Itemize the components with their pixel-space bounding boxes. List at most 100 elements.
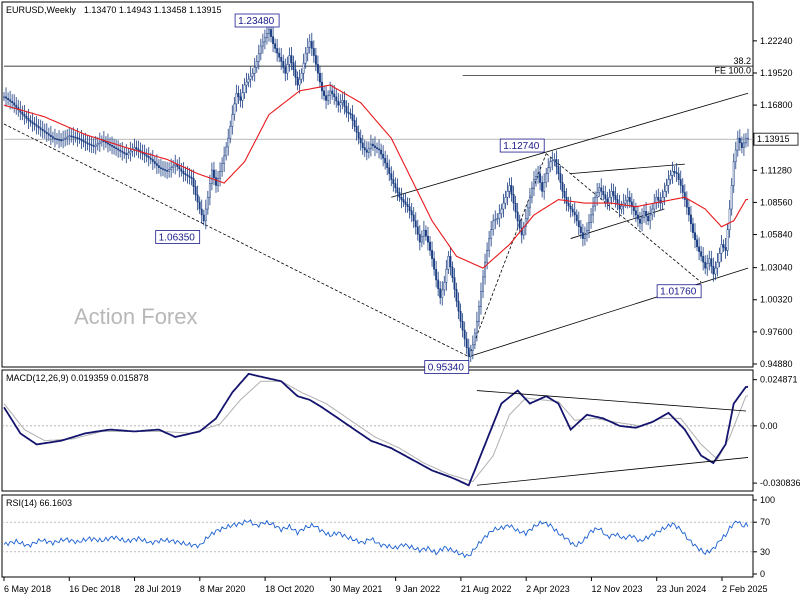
price-body bbox=[630, 201, 633, 207]
price-body bbox=[687, 207, 690, 216]
macd-title: MACD(12,26,9) 0.019359 0.015878 bbox=[6, 373, 149, 383]
price-body bbox=[172, 165, 175, 168]
price-body bbox=[569, 205, 572, 210]
price-body bbox=[692, 223, 694, 233]
price-body bbox=[530, 188, 533, 198]
price-body bbox=[357, 132, 360, 139]
price-body bbox=[259, 45, 262, 54]
price-body bbox=[147, 156, 150, 159]
price-body bbox=[592, 205, 595, 216]
price-body bbox=[125, 153, 128, 155]
price-body bbox=[365, 149, 368, 153]
price-body bbox=[732, 161, 735, 186]
price-tick-label: 1.03040 bbox=[760, 263, 793, 273]
price-body bbox=[469, 350, 472, 357]
price-body bbox=[453, 277, 456, 290]
price-body bbox=[498, 213, 501, 219]
price-body bbox=[72, 136, 75, 138]
price-body bbox=[304, 52, 307, 64]
trend-line bbox=[3, 123, 469, 358]
price-body bbox=[683, 192, 686, 200]
price-body bbox=[696, 239, 698, 248]
price-body bbox=[484, 261, 487, 278]
price-body bbox=[92, 145, 95, 147]
price-body bbox=[90, 144, 93, 146]
price-body bbox=[504, 196, 507, 204]
price-body bbox=[714, 267, 717, 275]
price-body bbox=[653, 202, 656, 210]
price-body bbox=[107, 142, 109, 145]
price-body bbox=[70, 135, 73, 138]
price-body bbox=[345, 106, 348, 113]
price-body bbox=[349, 113, 352, 115]
price-body bbox=[667, 179, 670, 186]
price-body bbox=[292, 62, 295, 70]
price-body bbox=[396, 187, 399, 193]
price-body bbox=[551, 160, 554, 163]
time-tick-label: 21 Aug 2022 bbox=[461, 584, 512, 594]
macd-trend-line bbox=[476, 457, 749, 486]
price-body bbox=[198, 201, 201, 210]
price-annotation-box bbox=[424, 360, 470, 374]
price-body bbox=[45, 132, 48, 134]
price-body bbox=[127, 152, 130, 155]
price-body bbox=[9, 99, 12, 102]
price-body bbox=[276, 48, 279, 54]
price-body bbox=[143, 153, 146, 156]
macd-tick-label: 0.024871 bbox=[760, 375, 798, 385]
time-tick-label: 2 Feb 2025 bbox=[722, 584, 768, 594]
price-body bbox=[380, 149, 383, 155]
price-axis: 1.222401.195201.168001.140801.112801.085… bbox=[753, 36, 799, 369]
macd-main-line bbox=[3, 372, 748, 487]
price-body bbox=[294, 69, 297, 78]
price-body bbox=[215, 177, 217, 186]
price-body bbox=[675, 172, 678, 174]
price-body bbox=[528, 196, 531, 209]
price-body bbox=[168, 169, 171, 172]
macd-tick-label: 0.00 bbox=[760, 421, 778, 431]
price-body bbox=[41, 129, 44, 132]
price-body bbox=[398, 192, 401, 198]
price-body bbox=[229, 126, 232, 139]
price-body bbox=[261, 41, 264, 47]
price-body bbox=[33, 123, 36, 126]
price-body bbox=[96, 143, 99, 146]
price-body bbox=[62, 139, 65, 141]
price-body bbox=[88, 143, 91, 146]
price-body bbox=[376, 147, 378, 150]
price-body bbox=[378, 148, 381, 151]
price-body bbox=[371, 143, 374, 147]
price-body bbox=[162, 168, 164, 170]
price-annotation-box bbox=[234, 13, 280, 28]
price-body bbox=[539, 173, 542, 183]
price-body bbox=[196, 194, 199, 203]
price-body bbox=[482, 276, 484, 292]
price-body bbox=[553, 159, 556, 161]
price-body bbox=[361, 142, 364, 148]
price-body bbox=[706, 263, 709, 269]
price-body bbox=[412, 214, 415, 222]
price-body bbox=[333, 93, 336, 98]
price-body bbox=[104, 141, 107, 144]
price-annotation-box bbox=[155, 230, 201, 244]
price-body bbox=[278, 52, 281, 58]
price-body bbox=[447, 256, 450, 270]
price-body bbox=[316, 64, 319, 74]
price-body bbox=[382, 153, 385, 159]
price-body bbox=[720, 244, 723, 254]
price-body bbox=[210, 169, 213, 184]
price-body bbox=[78, 137, 81, 140]
price-body bbox=[671, 170, 674, 176]
price-body bbox=[29, 120, 32, 123]
price-body bbox=[255, 61, 258, 68]
price-body bbox=[35, 124, 38, 127]
time-tick-label: 9 Jan 2022 bbox=[396, 584, 441, 594]
price-body bbox=[510, 185, 513, 195]
price-body bbox=[473, 332, 476, 346]
price-body bbox=[268, 29, 270, 34]
price-body bbox=[280, 57, 283, 62]
price-body bbox=[388, 167, 391, 174]
price-body bbox=[213, 169, 215, 178]
price-body bbox=[13, 102, 16, 106]
chart-title: EURUSD,Weekly 1.13470 1.14943 1.13458 1.1… bbox=[6, 5, 222, 15]
